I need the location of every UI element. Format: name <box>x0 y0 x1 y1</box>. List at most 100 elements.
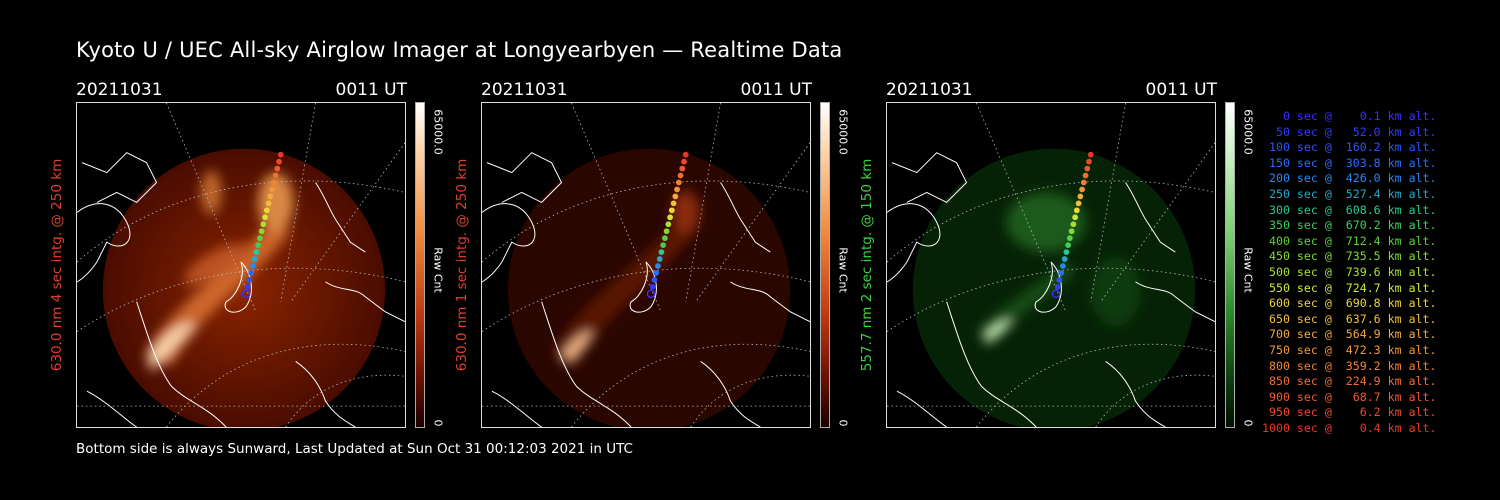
airglow-image-svg <box>482 103 810 427</box>
colorbar-min: 0 <box>1241 419 1255 427</box>
track-point <box>263 207 270 214</box>
track-point <box>1056 277 1063 283</box>
track-point <box>1084 165 1091 172</box>
legend-row: 1000 sec @ 0.4 km alt. <box>1262 420 1437 435</box>
legend-row: 500 sec @ 739.6 km alt. <box>1262 264 1437 279</box>
track-point <box>649 283 656 290</box>
colorbar-min: 0 <box>836 419 850 427</box>
panel-date: 20211031 <box>886 80 973 100</box>
legend-row: 750 sec @ 472.3 km alt. <box>1262 342 1437 357</box>
track-point <box>251 256 258 262</box>
colorbar-max: 65000.0 <box>431 109 445 155</box>
legend-row: 150 sec @ 303.8 km alt. <box>1262 155 1437 170</box>
airglow-image <box>886 102 1216 428</box>
panel-557-2sec: 20211031 0011 UT 557.7 nm 2 sec intg. @ … <box>859 80 1290 430</box>
coastline-map <box>887 152 1215 427</box>
track-point <box>269 186 275 193</box>
track-point <box>250 263 256 269</box>
legend-row: 250 sec @ 527.4 km alt. <box>1262 186 1437 201</box>
track-point <box>276 158 282 165</box>
track-point <box>255 242 262 249</box>
footer-note: Bottom side is always Sunward, Last Upda… <box>76 441 633 457</box>
legend-row: 700 sec @ 564.9 km alt. <box>1262 327 1437 342</box>
track-point <box>1077 193 1084 200</box>
panel-time: 0011 UT <box>1145 80 1218 100</box>
airglow-image-svg <box>77 103 405 427</box>
track-point <box>670 200 677 207</box>
colorbar-max: 65000.0 <box>1241 109 1255 155</box>
track-point <box>677 172 684 179</box>
track-point <box>682 151 689 158</box>
track-point <box>274 165 281 172</box>
panel-ylabel: 630.0 nm 1 sec intg. @ 250 km <box>454 158 470 372</box>
panel-time: 0011 UT <box>740 80 813 100</box>
track-point <box>246 277 253 283</box>
coastline-map <box>77 152 405 427</box>
colorbar <box>415 102 425 428</box>
panel-time: 0011 UT <box>335 80 408 100</box>
grid-lines <box>887 103 1215 427</box>
track-point <box>1070 221 1077 228</box>
track-point <box>270 179 277 186</box>
track-point <box>1061 256 1068 262</box>
track-point <box>1080 179 1087 186</box>
track-point <box>265 200 272 207</box>
grid-lines <box>482 103 810 427</box>
track-point <box>1065 242 1072 249</box>
panel-630-1sec: 20211031 0011 UT 630.0 nm 1 sec intg. @ … <box>454 80 885 430</box>
legend-row: 600 sec @ 690.8 km alt. <box>1262 296 1437 311</box>
track-point <box>272 172 279 179</box>
colorbar <box>820 102 830 428</box>
track-point <box>1073 207 1080 214</box>
panel-ylabel: 557.7 nm 2 sec intg. @ 150 km <box>859 158 875 372</box>
colorbar-min: 0 <box>431 419 445 427</box>
track-point <box>1060 263 1066 269</box>
track-point <box>1075 200 1082 207</box>
track-point <box>258 228 265 235</box>
track-point <box>1054 283 1061 290</box>
legend-row: 400 sec @ 712.4 km alt. <box>1262 233 1437 248</box>
satellite-track <box>1051 151 1094 299</box>
track-point <box>253 249 260 255</box>
legend-row: 300 sec @ 608.6 km alt. <box>1262 202 1437 217</box>
track-point <box>655 263 661 269</box>
legend-row: 650 sec @ 637.6 km alt. <box>1262 311 1437 326</box>
airglow-image <box>481 102 811 428</box>
track-point <box>1079 186 1085 193</box>
track-point <box>1058 270 1065 276</box>
track-point <box>1086 158 1092 165</box>
track-point <box>672 193 679 200</box>
track-point <box>1051 289 1061 299</box>
track-point <box>646 289 656 299</box>
satellite-track <box>241 151 284 299</box>
colorbar-max: 65000.0 <box>836 109 850 155</box>
panel-630-4sec: 20211031 0011 UT 630.0 nm 4 sec intg. @ … <box>49 80 480 430</box>
panel-date: 20211031 <box>76 80 163 100</box>
track-point <box>1072 214 1078 221</box>
track-point <box>653 270 660 276</box>
track-point <box>651 277 658 283</box>
legend-row: 100 sec @ 160.2 km alt. <box>1262 140 1437 155</box>
sky-disc <box>507 148 791 427</box>
track-point <box>668 207 675 214</box>
page-title: Kyoto U / UEC All-sky Airglow Imager at … <box>76 38 843 62</box>
track-point <box>667 214 673 221</box>
legend-row: 900 sec @ 68.7 km alt. <box>1262 389 1437 404</box>
colorbar-unit: Raw Cnt <box>836 247 850 293</box>
track-point <box>260 221 267 228</box>
track-point <box>658 249 665 255</box>
track-point <box>660 242 667 249</box>
altitude-legend: 0 sec @ 0.1 km alt. 50 sec @ 52.0 km alt… <box>1262 109 1437 436</box>
legend-row: 0 sec @ 0.1 km alt. <box>1262 109 1437 123</box>
track-point <box>277 151 284 158</box>
track-point <box>674 186 680 193</box>
track-point <box>241 289 251 299</box>
track-point <box>681 158 687 165</box>
legend-row: 200 sec @ 426.0 km alt. <box>1262 171 1437 186</box>
track-point <box>1067 235 1073 242</box>
sky-disc <box>102 148 386 427</box>
satellite-track <box>646 151 689 299</box>
airglow-image <box>76 102 406 428</box>
track-point <box>662 235 668 242</box>
legend-row: 350 sec @ 670.2 km alt. <box>1262 218 1437 233</box>
